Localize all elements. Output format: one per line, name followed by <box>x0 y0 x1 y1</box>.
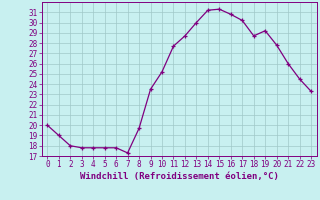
X-axis label: Windchill (Refroidissement éolien,°C): Windchill (Refroidissement éolien,°C) <box>80 172 279 181</box>
